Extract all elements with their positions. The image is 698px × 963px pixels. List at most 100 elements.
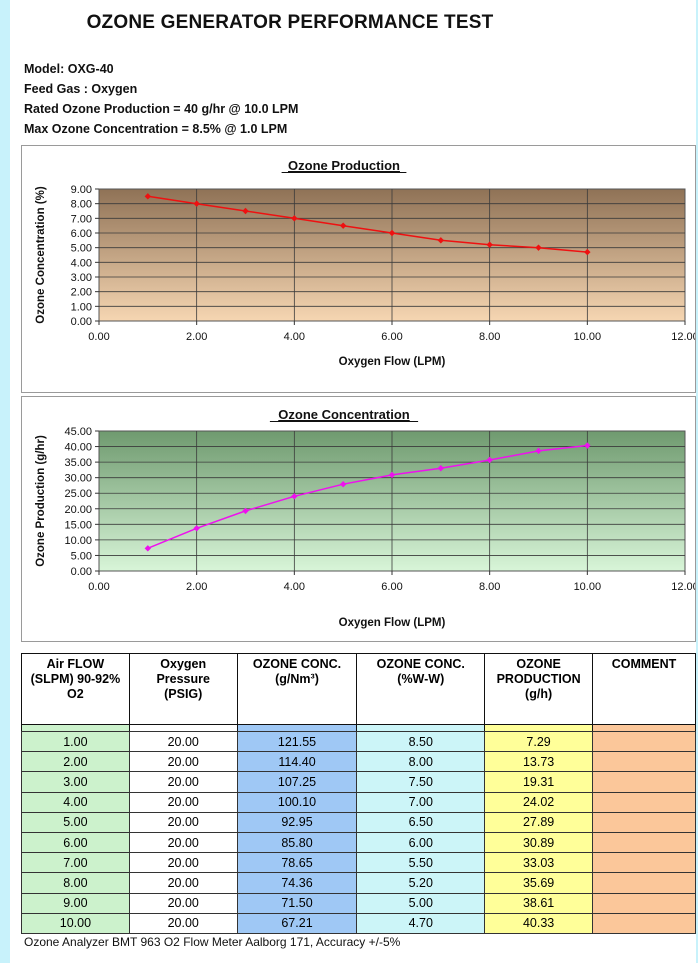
y-tick-label: 2.00 <box>71 287 92 299</box>
y-tick-label: 0.00 <box>71 316 92 328</box>
data-point <box>339 481 347 488</box>
table-cell: 4.00 <box>21 791 130 813</box>
x-tick-label: 10.00 <box>574 331 602 343</box>
table-cell: 20.00 <box>128 872 238 894</box>
data-point <box>584 248 591 256</box>
table-cell: 20.00 <box>128 771 238 793</box>
table-row: 4.00 20.00 100.10 7.00 24.02 <box>21 791 696 813</box>
table-cell: 5.00 <box>21 811 130 833</box>
rated-production-line: Rated Ozone Production = 40 g/hr @ 10.0 … <box>24 102 299 116</box>
table-cell: 20.00 <box>128 791 238 813</box>
table-cell: 19.31 <box>484 771 594 793</box>
x-tick-label: 8.00 <box>479 581 500 593</box>
x-tick-label: 2.00 <box>186 331 207 343</box>
table-cell: 20.00 <box>128 831 238 854</box>
data-point <box>388 471 396 479</box>
table-row: 10.00 20.00 67.21 4.70 40.33 <box>21 912 696 934</box>
table-cell <box>592 771 696 793</box>
ozone-concentration-chart: Ozone Concentration 0.00 5.00 10.00 15.00 20.… <box>21 396 696 642</box>
table-cell: 3.00 <box>21 771 130 793</box>
data-point <box>437 237 445 244</box>
x-tick-label: 8.00 <box>479 331 500 343</box>
table-cell: 40.33 <box>484 912 594 934</box>
data-point <box>437 465 445 472</box>
table-cell: 24.02 <box>484 791 594 813</box>
chart-title: Ozone Production <box>288 158 400 173</box>
table-cell <box>592 730 696 753</box>
table-cell: 107.25 <box>236 771 358 793</box>
y-tick-label: 0.00 <box>71 566 92 578</box>
x-tick-label: 4.00 <box>284 331 305 343</box>
y-tick-label: 10.00 <box>64 535 92 547</box>
feed-gas-line: Feed Gas : Oxygen <box>24 82 138 96</box>
data-point <box>584 442 591 449</box>
table-cell: 78.65 <box>236 852 358 874</box>
table-cell: 20.00 <box>128 892 238 914</box>
table-cell: 33.03 <box>484 852 594 874</box>
table-cell: 121.55 <box>236 730 358 753</box>
table-cell: 71.50 <box>236 892 358 914</box>
spacer-cell <box>484 724 594 732</box>
spacer-cell <box>21 724 130 732</box>
y-tick-label: 8.00 <box>71 199 92 211</box>
table-cell: 5.20 <box>356 872 486 894</box>
chart-title: Ozone Concentration <box>278 407 410 422</box>
y-tick-label: 40.00 <box>64 442 92 454</box>
table-cell: 20.00 <box>128 852 238 874</box>
y-tick-label: 4.00 <box>71 257 92 269</box>
data-point <box>242 507 249 515</box>
table-cell: 35.69 <box>484 872 594 894</box>
y-tick-label: 5.00 <box>71 243 92 255</box>
y-tick-label: 15.00 <box>64 519 92 531</box>
y-axis-label: Ozone Production (g/hr) <box>35 435 47 567</box>
x-tick-label: 0.00 <box>88 331 109 343</box>
spacer-cell <box>236 724 358 732</box>
table-row: 9.00 20.00 71.50 5.00 38.61 <box>21 892 696 914</box>
column-header: Air FLOW (SLPM) 90-92% O2 <box>21 653 130 725</box>
table-cell: 20.00 <box>128 730 238 753</box>
y-tick-label: 35.00 <box>64 457 92 469</box>
table-cell: 5.50 <box>356 852 486 874</box>
x-tick-label: 0.00 <box>88 581 109 593</box>
y-tick-label: 9.00 <box>71 184 92 196</box>
x-tick-label: 10.00 <box>574 581 602 593</box>
table-row: 1.00 20.00 121.55 8.50 7.29 <box>21 730 696 753</box>
footer-note: Ozone Analyzer BMT 963 O2 Flow Meter Aal… <box>24 935 401 949</box>
spacer-cell <box>592 724 696 732</box>
series-line <box>147 195 588 253</box>
y-tick-label: 25.00 <box>64 488 92 500</box>
table-row: 8.00 20.00 74.36 5.20 35.69 <box>21 872 696 894</box>
table-row: 6.00 20.00 85.80 6.00 30.89 <box>21 831 696 854</box>
x-tick-label: 6.00 <box>381 581 402 593</box>
table-cell: 8.50 <box>356 730 486 753</box>
table-cell <box>592 791 696 813</box>
report-page: OZONE GENERATOR PERFORMANCE TEST Model: … <box>10 0 696 963</box>
table-cell: 100.10 <box>236 791 358 813</box>
column-header: Oxygen Pressure (PSIG) <box>128 653 238 725</box>
y-tick-label: 45.00 <box>64 426 92 438</box>
data-point <box>193 200 200 207</box>
table-cell: 30.89 <box>484 831 594 854</box>
table-row: 2.00 20.00 114.40 8.00 13.73 <box>21 751 696 773</box>
max-concentration-line: Max Ozone Concentration = 8.5% @ 1.0 LPM <box>24 122 288 136</box>
data-point <box>535 447 542 455</box>
data-point <box>486 241 493 248</box>
data-point <box>291 215 298 222</box>
x-axis-label: Oxygen Flow (LPM) <box>339 356 446 368</box>
table-cell: 27.89 <box>484 811 594 833</box>
table-row: 3.00 20.00 107.25 7.50 19.31 <box>21 771 696 793</box>
table-cell <box>592 811 696 833</box>
x-tick-label: 12.00 <box>671 331 695 343</box>
table-cell: 8.00 <box>21 872 130 894</box>
table-cell: 1.00 <box>21 730 130 753</box>
table-cell: 7.50 <box>356 771 486 793</box>
data-point <box>486 456 493 464</box>
performance-table: Air FLOW (SLPM) 90-92% O2 Oxygen Pressure (PS… <box>21 653 696 934</box>
data-point <box>535 244 542 251</box>
table-cell: 4.70 <box>356 912 486 934</box>
data-point <box>291 493 298 500</box>
y-tick-label: 20.00 <box>64 504 92 516</box>
table-cell: 20.00 <box>128 751 238 773</box>
y-axis-label: Ozone Concentration (%) <box>35 186 47 324</box>
table-cell <box>592 831 696 854</box>
